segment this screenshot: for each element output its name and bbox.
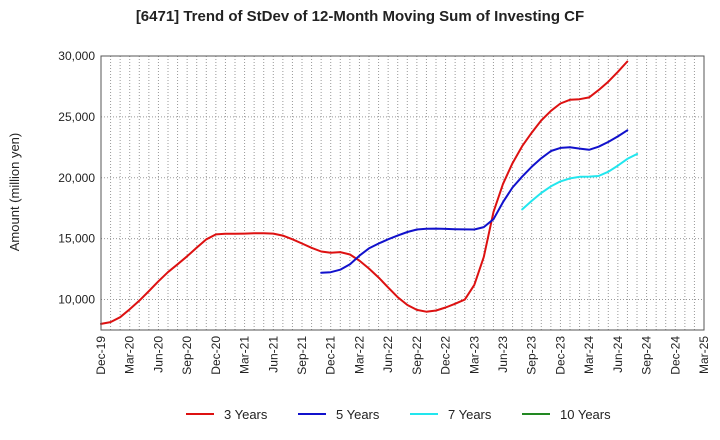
- legend-label: 7 Years: [448, 407, 492, 422]
- legend-label: 5 Years: [336, 407, 380, 422]
- x-tick-label: Dec-19: [94, 336, 108, 375]
- legend-label: 10 Years: [560, 407, 611, 422]
- x-tick-label: Dec-23: [553, 336, 567, 375]
- legend-entry: 7 Years: [410, 407, 492, 422]
- series-line: [320, 129, 629, 274]
- x-tick-label: Dec-22: [439, 336, 453, 375]
- series-line: [521, 153, 639, 211]
- x-tick-label: Mar-24: [582, 336, 596, 374]
- x-tick-label: Dec-21: [324, 336, 338, 375]
- legend-entry: 5 Years: [298, 407, 380, 422]
- legend-label: 3 Years: [224, 407, 268, 422]
- chart-title: [6471] Trend of StDev of 12-Month Moving…: [135, 8, 585, 25]
- legend: 3 Years 5 Years 7 Years 10 Years: [186, 407, 611, 422]
- y-tick-label: 25,000: [58, 110, 95, 124]
- x-tick-label: Jun-21: [266, 336, 280, 373]
- x-axis-ticks: Dec-19 Mar-20 Jun-20 Sep-20 Dec-20 Mar-21 Jun-…: [94, 336, 711, 375]
- x-tick-label: Mar-22: [352, 336, 366, 374]
- x-tick-label: Sep-20: [180, 336, 194, 375]
- x-tick-label: Sep-22: [410, 336, 424, 375]
- plot-background: [101, 56, 704, 330]
- series-lines: [100, 60, 639, 325]
- y-tick-label: 20,000: [58, 171, 95, 185]
- y-tick-label: 30,000: [58, 49, 95, 63]
- x-tick-label: Sep-23: [525, 336, 539, 375]
- x-tick-label: Dec-24: [668, 336, 682, 375]
- x-tick-label: Mar-25: [697, 336, 711, 374]
- x-tick-label: Jun-23: [496, 336, 510, 373]
- x-tick-label: Jun-20: [151, 336, 165, 373]
- legend-entry: 10 Years: [522, 407, 611, 422]
- x-tick-label: Mar-23: [467, 336, 481, 374]
- x-tick-label: Sep-21: [295, 336, 309, 375]
- y-tick-label: 15,000: [58, 232, 95, 246]
- x-tick-label: Sep-24: [640, 336, 654, 375]
- x-tick-label: Mar-20: [123, 336, 137, 374]
- plot-border: [100, 55, 705, 331]
- x-tick-label: Jun-24: [611, 336, 625, 373]
- y-axis-ticks: 10,000 15,000 20,000 25,000 30,000: [58, 49, 95, 307]
- legend-entry: 3 Years: [186, 407, 268, 422]
- x-tick-label: Mar-21: [238, 336, 252, 374]
- grid-lines: [101, 55, 704, 330]
- series-line: [100, 60, 629, 325]
- y-tick-label: 10,000: [58, 293, 95, 307]
- y-axis-title: Amount (million yen): [7, 133, 22, 252]
- x-tick-label: Jun-22: [381, 336, 395, 373]
- x-tick-label: Dec-20: [209, 336, 223, 375]
